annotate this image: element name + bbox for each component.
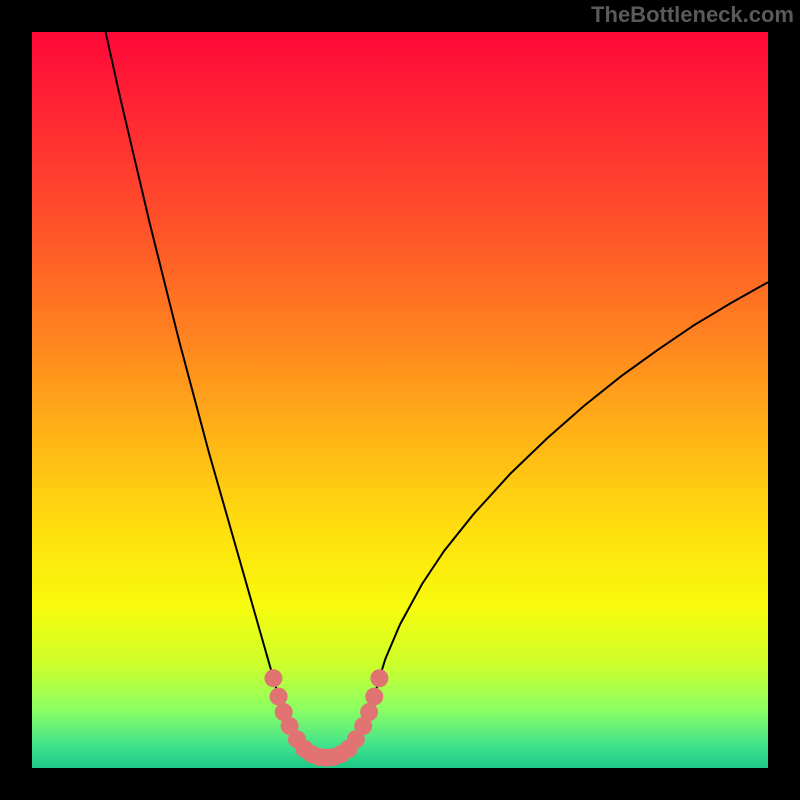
chart-stage: TheBottleneck.com — [0, 0, 800, 800]
plot-area — [32, 32, 768, 768]
curve-marker — [270, 688, 288, 706]
marker-group — [264, 669, 388, 766]
curve-marker — [370, 669, 388, 687]
curve-marker — [360, 703, 378, 721]
bottleneck-curve — [106, 32, 768, 758]
curve-marker — [264, 669, 282, 687]
watermark-text: TheBottleneck.com — [591, 2, 794, 28]
curve-marker — [365, 688, 383, 706]
curve-layer — [32, 32, 768, 768]
